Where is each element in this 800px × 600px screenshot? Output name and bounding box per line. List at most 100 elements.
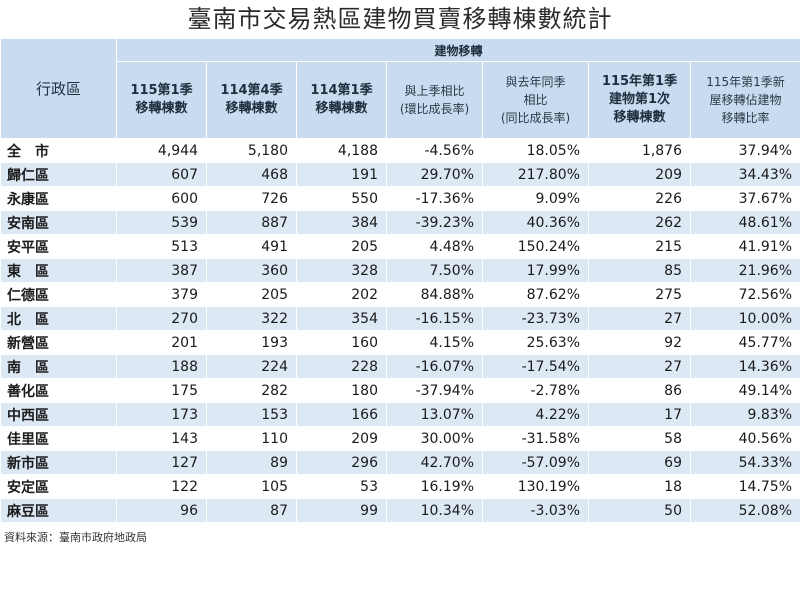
table-cell: -57.09%	[482, 450, 589, 475]
table-cell: 14.36%	[689, 354, 800, 379]
table-cell: -17.36%	[386, 186, 483, 211]
table-cell: 328	[296, 258, 387, 283]
column-header: 與去年同季 相比 (同比成長率)	[482, 61, 589, 139]
table-cell: 150.24%	[482, 234, 589, 259]
table-cell: 25.63%	[482, 330, 589, 355]
table-row: 南 區 188 224 228 -16.07% -17.54% 27 14.36%	[0, 354, 800, 379]
table-cell: 21.96%	[689, 258, 800, 283]
table-cell: -2.78%	[482, 378, 589, 403]
table-cell: 193	[206, 330, 297, 355]
table-cell: 205	[206, 282, 297, 307]
district-name: 安定區	[0, 474, 117, 499]
header-district: 行政區	[0, 38, 117, 139]
table-cell: 215	[588, 234, 691, 259]
table-cell: 127	[116, 450, 207, 475]
table-cell: 550	[296, 186, 387, 211]
table-cell: -31.58%	[482, 426, 589, 451]
table-cell: 468	[206, 162, 297, 187]
page-title: 臺南市交易熱區建物買賣移轉棟數統計	[0, 0, 800, 38]
table-cell: 27	[588, 306, 691, 331]
table-cell: 14.75%	[689, 474, 800, 499]
table-cell: 37.67%	[689, 186, 800, 211]
table-cell: 86	[588, 378, 691, 403]
table-cell: 17	[588, 402, 691, 427]
table-cell: 18	[588, 474, 691, 499]
table-cell: 379	[116, 282, 207, 307]
district-name: 麻豆區	[0, 498, 117, 523]
table-cell: 384	[296, 210, 387, 235]
table-row: 新市區 127 89 296 42.70% -57.09% 69 54.33%	[0, 450, 800, 475]
table-row: 歸仁區 607 468 191 29.70% 217.80% 209 34.43%	[0, 162, 800, 187]
table-body: 全 市 4,944 5,180 4,188 -4.56% 18.05% 1,876 37.94…	[0, 138, 800, 523]
table-cell: 9.83%	[689, 402, 800, 427]
district-name: 歸仁區	[0, 162, 117, 187]
table-cell: 87	[206, 498, 297, 523]
table-cell: 180	[296, 378, 387, 403]
table-cell: 48.61%	[689, 210, 800, 235]
district-name: 永康區	[0, 186, 117, 211]
table-cell: 16.19%	[386, 474, 483, 499]
district-name: 北 區	[0, 306, 117, 331]
table-cell: 130.19%	[482, 474, 589, 499]
district-name: 東 區	[0, 258, 117, 283]
table-row: 安定區 122 105 53 16.19% 130.19% 18 14.75%	[0, 474, 800, 499]
table-cell: 10.00%	[689, 306, 800, 331]
table-cell: 49.14%	[689, 378, 800, 403]
district-name: 新市區	[0, 450, 117, 475]
table-cell: -17.54%	[482, 354, 589, 379]
table-cell: -16.07%	[386, 354, 483, 379]
table-cell: 41.91%	[689, 234, 800, 259]
district-name: 中西區	[0, 402, 117, 427]
table-cell: 110	[206, 426, 297, 451]
column-header: 與上季相比 (環比成長率)	[386, 61, 483, 139]
table-cell: 4.48%	[386, 234, 483, 259]
table-row: 安南區 539 887 384 -39.23% 40.36% 262 48.61%	[0, 210, 800, 235]
table-cell: 143	[116, 426, 207, 451]
table-cell: 58	[588, 426, 691, 451]
table-cell: 175	[116, 378, 207, 403]
table-cell: 122	[116, 474, 207, 499]
table-cell: 188	[116, 354, 207, 379]
table-cell: 282	[206, 378, 297, 403]
table-cell: 87.62%	[482, 282, 589, 307]
table-cell: -3.03%	[482, 498, 589, 523]
table-row: 仁德區 379 205 202 84.88% 87.62% 275 72.56%	[0, 282, 800, 307]
table-row: 東 區 387 360 328 7.50% 17.99% 85 21.96%	[0, 258, 800, 283]
table-cell: 13.07%	[386, 402, 483, 427]
table-cell: 153	[206, 402, 297, 427]
table-cell: 52.08%	[689, 498, 800, 523]
table-cell: 160	[296, 330, 387, 355]
source-note: 資料來源：臺南市政府地政局	[4, 531, 147, 544]
table-cell: 34.43%	[689, 162, 800, 187]
district-name: 佳里區	[0, 426, 117, 451]
table-cell: 600	[116, 186, 207, 211]
table-row: 北 區 270 322 354 -16.15% -23.73% 27 10.00%	[0, 306, 800, 331]
table-cell: 50	[588, 498, 691, 523]
table-cell: 354	[296, 306, 387, 331]
table-row: 永康區 600 726 550 -17.36% 9.09% 226 37.67%	[0, 186, 800, 211]
column-header: 115年第1季新 屋移轉佔建物 移轉比率	[689, 61, 800, 139]
table-cell: 84.88%	[386, 282, 483, 307]
table-cell: 726	[206, 186, 297, 211]
table-cell: 226	[588, 186, 691, 211]
table-cell: 9.09%	[482, 186, 589, 211]
table-cell: -16.15%	[386, 306, 483, 331]
table-cell: 85	[588, 258, 691, 283]
table-cell: 45.77%	[689, 330, 800, 355]
table-cell: 887	[206, 210, 297, 235]
table-cell: 4.15%	[386, 330, 483, 355]
table-cell: 92	[588, 330, 691, 355]
table-cell: -37.94%	[386, 378, 483, 403]
table-cell: 173	[116, 402, 207, 427]
table-cell: 105	[206, 474, 297, 499]
table-cell: 387	[116, 258, 207, 283]
district-name: 仁德區	[0, 282, 117, 307]
table-cell: 29.70%	[386, 162, 483, 187]
table-cell: 4.22%	[482, 402, 589, 427]
table-header: 行政區 建物移轉 115第1季 移轉棟數 114第4季 移轉棟數 114第1季 移轉…	[0, 38, 800, 139]
table-cell: 17.99%	[482, 258, 589, 283]
table-cell: 10.34%	[386, 498, 483, 523]
table-cell: 4,944	[116, 138, 207, 163]
table-cell: 491	[206, 234, 297, 259]
